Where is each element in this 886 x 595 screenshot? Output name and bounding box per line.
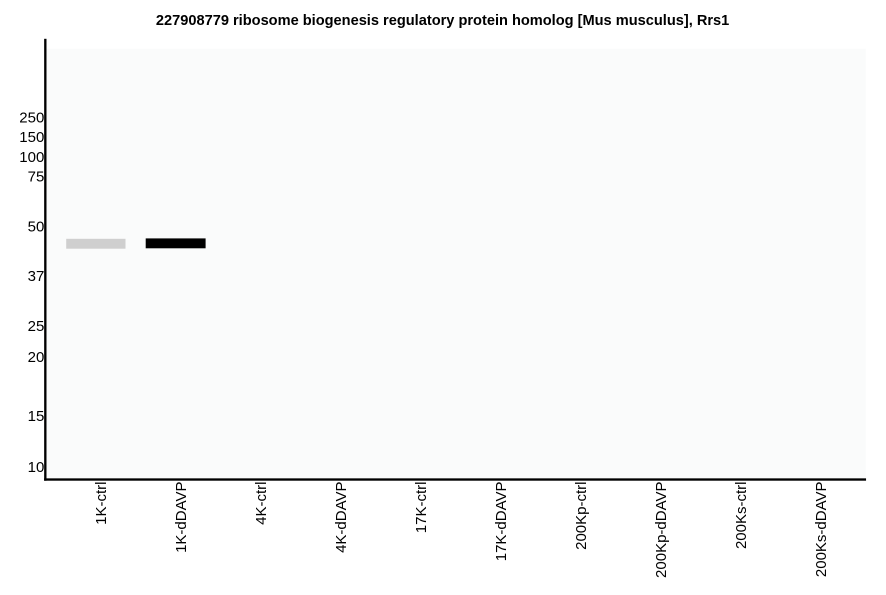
svg-text:15: 15: [28, 408, 45, 425]
svg-text:250: 250: [19, 110, 44, 127]
svg-text:4K-ctrl: 4K-ctrl: [253, 482, 270, 525]
svg-text:1K-ctrl: 1K-ctrl: [93, 482, 110, 525]
svg-text:150: 150: [19, 129, 44, 146]
svg-text:25: 25: [28, 318, 45, 335]
svg-text:20: 20: [28, 349, 45, 366]
svg-text:10: 10: [28, 459, 45, 476]
svg-text:50: 50: [28, 219, 45, 236]
svg-text:17K-dDAVP: 17K-dDAVP: [493, 482, 510, 562]
svg-text:1K-dDAVP: 1K-dDAVP: [173, 482, 190, 553]
svg-text:17K-ctrl: 17K-ctrl: [413, 482, 430, 534]
svg-text:200Ks-dDAVP: 200Ks-dDAVP: [813, 482, 830, 578]
svg-text:200Ks-ctrl: 200Ks-ctrl: [733, 482, 750, 550]
svg-text:200Kp-ctrl: 200Kp-ctrl: [573, 482, 590, 550]
svg-text:200Kp-dDAVP: 200Kp-dDAVP: [653, 482, 670, 578]
svg-text:37: 37: [28, 268, 45, 285]
svg-text:227908779 ribosome biogenesis: 227908779 ribosome biogenesis regulatory…: [156, 13, 729, 29]
svg-text:75: 75: [28, 169, 45, 186]
svg-text:4K-dDAVP: 4K-dDAVP: [333, 482, 350, 553]
svg-text:100: 100: [19, 149, 44, 166]
